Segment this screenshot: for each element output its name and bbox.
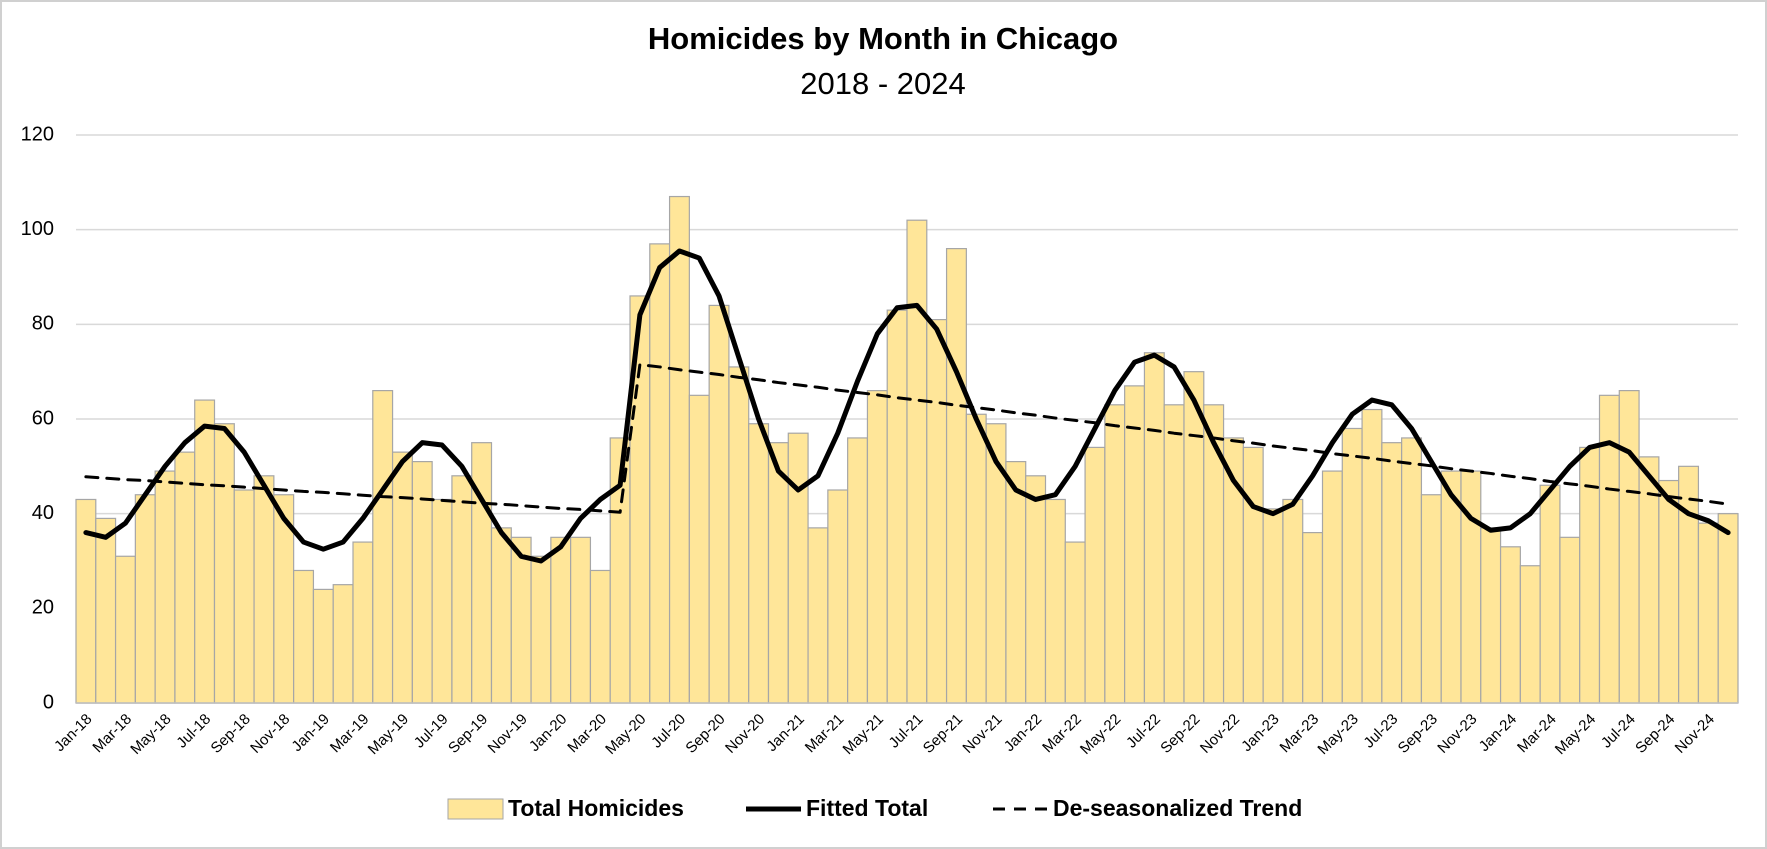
y-tick-label: 100: [21, 218, 54, 240]
bar: [293, 569, 315, 704]
bar: [1124, 385, 1146, 704]
bar: [1460, 470, 1482, 704]
y-tick-label: 0: [43, 691, 54, 713]
bar: [847, 437, 869, 704]
bar: [1420, 494, 1442, 704]
bar: [530, 555, 552, 704]
bar: [391, 451, 413, 704]
bar: [352, 541, 374, 704]
bar: [1044, 498, 1066, 704]
bar: [451, 475, 473, 704]
y-tick-label: 20: [32, 597, 54, 619]
legend-label: De-seasonalized Trend: [1053, 795, 1302, 821]
bar: [1539, 484, 1561, 704]
bar: [965, 413, 987, 704]
y-tick-label: 60: [32, 407, 54, 429]
bar: [1104, 404, 1126, 704]
bar: [1480, 527, 1502, 704]
bar: [312, 588, 334, 704]
bar: [253, 475, 275, 704]
y-tick-label: 40: [32, 502, 54, 524]
bar: [668, 195, 690, 704]
bar: [1499, 546, 1521, 704]
bar: [510, 536, 532, 704]
bar: [372, 390, 394, 704]
bar: [1262, 508, 1284, 704]
bar: [1341, 427, 1363, 704]
bar: [95, 517, 117, 704]
bar: [807, 527, 829, 704]
bar: [1401, 437, 1423, 704]
bar: [174, 451, 196, 704]
bar: [550, 536, 572, 704]
bar: [906, 219, 928, 704]
bar: [1361, 408, 1383, 704]
legend-swatch: [447, 798, 504, 820]
bar: [490, 527, 512, 704]
bar: [1618, 390, 1640, 704]
bar: [471, 442, 493, 704]
bar: [570, 536, 592, 704]
bar: [866, 390, 888, 704]
legend-label: Fitted Total: [806, 795, 928, 821]
bar: [827, 489, 849, 704]
bar: [134, 494, 156, 704]
bar: [1658, 479, 1680, 704]
bar: [194, 399, 216, 704]
y-tick-label: 120: [21, 123, 54, 145]
bar: [1005, 461, 1027, 704]
bar: [1519, 565, 1541, 704]
bar: [1282, 498, 1304, 704]
bar: [688, 394, 710, 704]
bar: [213, 423, 235, 704]
bar: [1321, 470, 1343, 704]
bar: [945, 248, 967, 704]
bar: [649, 243, 671, 704]
bar: [1678, 465, 1700, 704]
bar: [332, 584, 354, 704]
bar: [431, 498, 453, 704]
bar: [1559, 536, 1581, 704]
bar: [1084, 446, 1106, 704]
bar: [1163, 404, 1185, 704]
bar: [787, 432, 809, 704]
bar: [1717, 513, 1739, 704]
bar: [886, 309, 908, 704]
bar: [1697, 522, 1719, 704]
bar: [1183, 371, 1205, 704]
bar: [114, 555, 136, 704]
bar: [1064, 541, 1086, 704]
bar: [1242, 446, 1264, 704]
bar: [708, 304, 730, 704]
bar: [1143, 352, 1165, 704]
legend-label: Total Homicides: [508, 795, 684, 821]
chart-title: Homicides by Month in Chicago: [648, 21, 1118, 56]
bar: [767, 442, 789, 704]
bar: [1203, 404, 1225, 704]
trend-line: [84, 363, 1730, 514]
bar: [154, 470, 176, 704]
chart-subtitle: 2018 - 2024: [800, 66, 965, 101]
bar: [728, 366, 750, 704]
fitted-line: [83, 248, 1731, 564]
bar: [589, 569, 611, 704]
bar: [1302, 531, 1324, 704]
bar: [748, 423, 770, 704]
legend: Total Homicides Fitted Total De-seasonaliz…: [447, 795, 1302, 821]
bar: [233, 489, 255, 704]
y-tick-label: 80: [32, 313, 54, 335]
bar: [1381, 442, 1403, 704]
bar: [1025, 475, 1047, 704]
bar: [926, 319, 948, 704]
bar: [75, 498, 97, 704]
